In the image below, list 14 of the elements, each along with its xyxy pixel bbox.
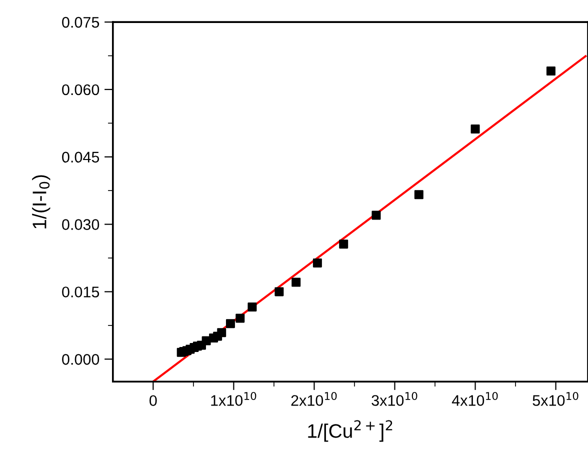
x-tick-label: 3x10$^{10}$	[372, 392, 418, 406]
x-axis-title: 1/[Cu$^{2+}$]$^{2}$	[308, 420, 392, 442]
y-tick-label: 0.015	[62, 286, 100, 298]
y-tick-label: 0.030	[62, 219, 100, 230]
x-tick-label: 1x10$^{10}$	[211, 392, 256, 406]
y-axis-title: 1/(I-I$_{0}$)	[32, 175, 50, 228]
x-tick-label: 4x10$^{10}$	[452, 392, 498, 406]
y-tick-label: 0.060	[62, 84, 100, 96]
y-tick-label: 0.075	[62, 16, 100, 28]
x-tick-label: 5x10$^{10}$	[532, 392, 578, 406]
y-tick-label: 0.045	[62, 152, 100, 163]
x-tick-label: 0	[150, 395, 157, 406]
x-tick-label: 2x10$^{10}$	[291, 392, 337, 406]
y-tick-label: 0.000	[62, 354, 100, 365]
